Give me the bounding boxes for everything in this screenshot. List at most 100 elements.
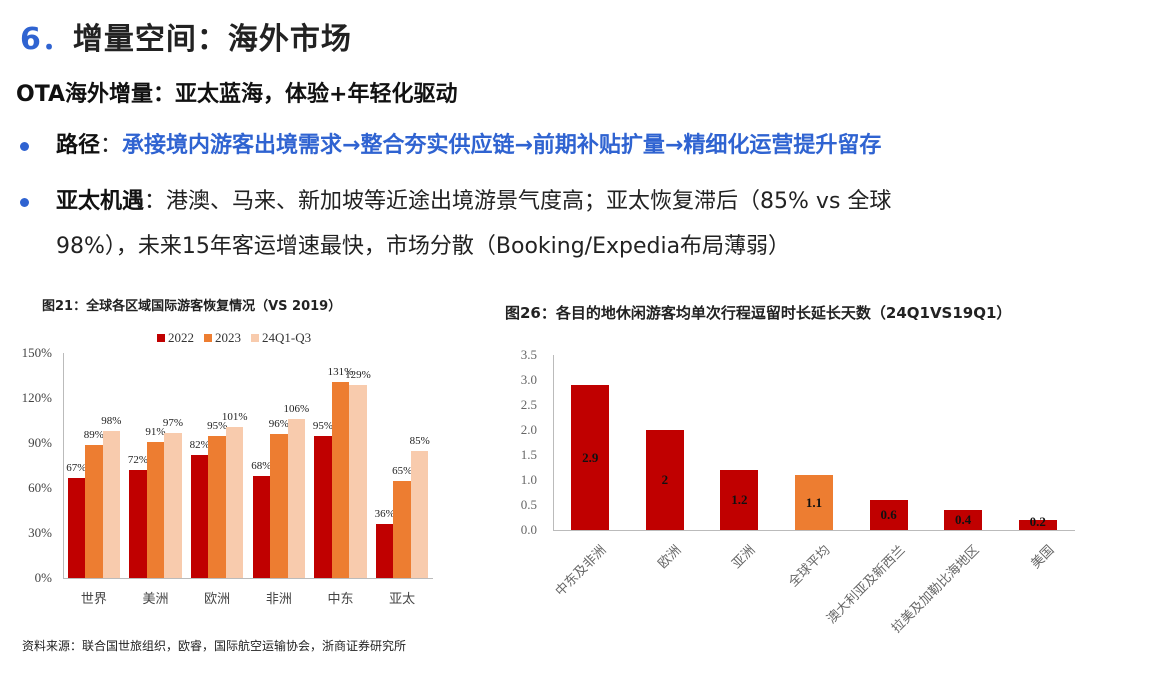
data-label: 0.2 [1029, 514, 1046, 529]
y-tick-label: 3.5 [520, 347, 537, 362]
data-label: 2 [661, 472, 669, 487]
y-axis-line [63, 353, 64, 578]
data-label: 89% [83, 428, 104, 441]
data-label: 1.2 [731, 492, 748, 507]
data-label: 96% [268, 418, 289, 430]
y-tick-label: 3.0 [520, 372, 537, 387]
y-tick-label: 1.0 [520, 472, 537, 487]
data-label: 82% [189, 439, 210, 451]
data-label: 106% [283, 403, 310, 415]
data-label: 101% [221, 410, 248, 423]
y-tick-label: 30% [28, 525, 52, 540]
y-tick-label: 150% [21, 345, 52, 360]
legend-label: 2022 [168, 330, 194, 345]
x-tick-label: 全球平均 [785, 542, 833, 590]
bar [393, 480, 411, 578]
y-tick-label: 0.0 [520, 522, 537, 537]
bar [944, 510, 983, 530]
data-label: 97% [162, 416, 184, 429]
bar [720, 470, 759, 530]
data-label: 95% [312, 419, 334, 432]
bullet-label: 路径 [56, 133, 101, 158]
bullet-dot-icon [20, 198, 29, 207]
x-axis-line [63, 578, 433, 579]
x-tick-label: 亚洲 [729, 542, 759, 572]
x-tick-label: 欧洲 [204, 591, 231, 606]
bar [146, 441, 165, 578]
y-tick-label: 60% [28, 480, 52, 495]
data-label: 98% [101, 415, 122, 427]
bullet-label: 亚太机遇 [56, 189, 145, 214]
data-label: 72% [127, 454, 149, 466]
legend-item-2023: 2023 [204, 330, 241, 346]
x-tick-label: 中东及非洲 [552, 542, 610, 599]
x-tick-label: 美国 [1027, 542, 1057, 572]
bar [287, 419, 306, 578]
bar [208, 435, 226, 578]
data-label: 2.9 [582, 449, 599, 465]
y-tick-label: 0.5 [520, 497, 537, 512]
data-label: 36% [374, 508, 395, 520]
x-tick-label: 中东 [327, 591, 354, 606]
section-number: 6． [20, 22, 73, 57]
data-label: 131% [327, 365, 354, 378]
bar [869, 500, 908, 530]
bar [252, 476, 271, 578]
bar [129, 470, 147, 578]
legend-item-24q: 24Q1-Q3 [251, 330, 311, 346]
x-tick-label: 亚太 [389, 591, 416, 606]
bar [571, 385, 610, 530]
data-label: 0.4 [955, 512, 972, 527]
bar [795, 475, 833, 530]
legend-swatch-icon [204, 334, 212, 342]
y-tick-label: 2.0 [520, 422, 537, 437]
bar [314, 435, 332, 578]
x-tick-label: 美洲 [142, 591, 169, 606]
bullet-sep: ： [100, 133, 123, 158]
x-axis-line [553, 530, 1075, 531]
page-title: 6．增量空间：海外市场 [20, 14, 352, 58]
page-subtitle: OTA海外增量：亚太蓝海，体验+年轻化驱动 [16, 82, 458, 107]
bullet-text-line2: 98%），未来15年客运增速最快，市场分散（Booking/Expedia布局薄… [56, 234, 791, 259]
bar [331, 381, 350, 578]
bullet-text-line1: 港澳、马来、新加坡等近途出境游景气度高；亚太恢复滞后（85% vs 全球 [166, 189, 892, 214]
legend-swatch-icon [251, 334, 259, 342]
bullet-dot-icon [20, 142, 29, 151]
bar [85, 444, 103, 578]
bar [375, 524, 394, 578]
data-label: 129% [345, 368, 371, 381]
data-label: 1.1 [805, 494, 823, 510]
source-note: 资料来源：联合国世旅组织，欧睿，国际航空运输协会，浙商证券研究所 [22, 639, 407, 653]
y-tick-label: 0% [34, 570, 52, 585]
legend-label: 2023 [215, 330, 241, 345]
data-label: 91% [145, 425, 166, 438]
y-tick-label: 90% [28, 435, 52, 450]
data-label: 68% [251, 460, 272, 472]
x-tick-label: 非洲 [265, 591, 292, 606]
data-label: 95% [207, 419, 228, 432]
bar [67, 477, 86, 578]
bullet-sep: ： [144, 189, 167, 214]
legend-swatch-icon [157, 334, 165, 342]
bar [102, 431, 121, 578]
bar [410, 450, 429, 578]
bar [225, 426, 244, 578]
bar [270, 434, 288, 578]
section-title: 增量空间：海外市场 [72, 22, 352, 57]
bar [164, 432, 182, 578]
y-tick-label: 120% [21, 390, 52, 405]
legend-item-2022: 2022 [157, 330, 194, 346]
bullet-text: 承接境内游客出境需求→整合夯实供应链→前期补贴扩量→精细化运营提升留存 [122, 133, 882, 158]
legend-label: 24Q1-Q3 [262, 330, 312, 345]
y-tick-label: 1.5 [520, 447, 537, 462]
x-tick-label: 世界 [80, 591, 107, 606]
chart21-title: 图21：全球各区域国际游客恢复情况（VS 2019） [42, 299, 342, 314]
bar [349, 384, 367, 578]
chart21-legend: 2022 2023 24Q1-Q3 [157, 330, 311, 346]
x-tick-label: 欧洲 [654, 542, 684, 572]
data-label: 67% [66, 461, 87, 474]
data-label: 85% [409, 434, 430, 447]
y-tick-label: 2.5 [520, 397, 537, 412]
bar [190, 455, 209, 578]
y-axis-line [553, 355, 554, 530]
